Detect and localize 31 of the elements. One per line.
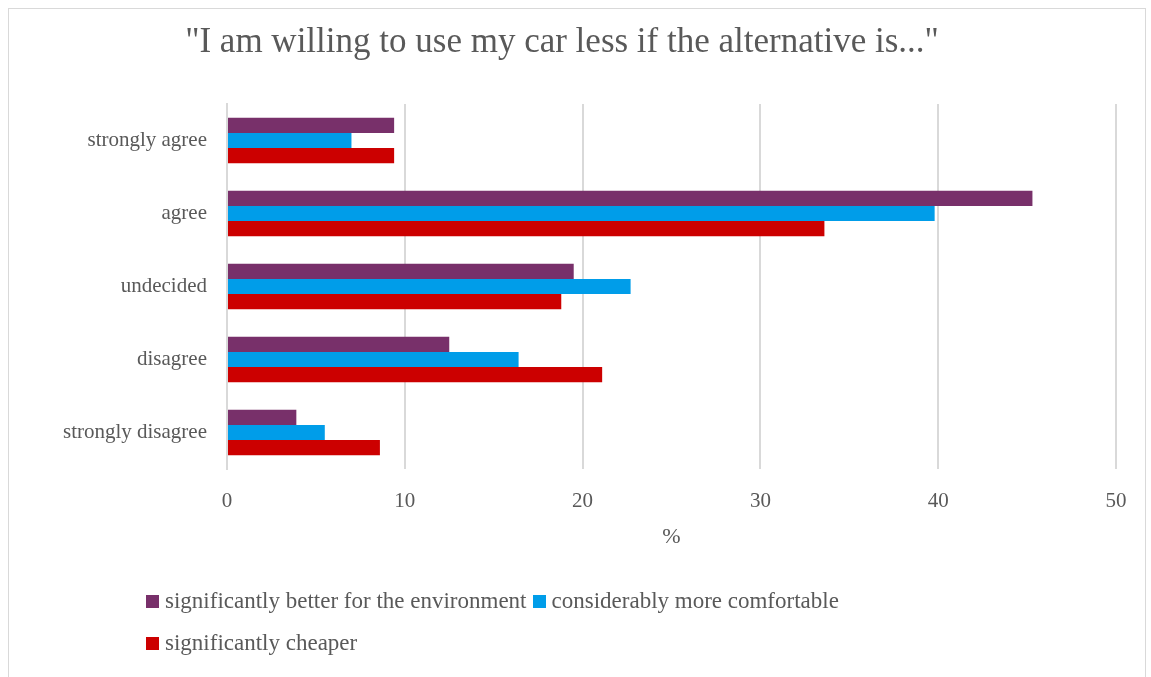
y-tick-label: agree [161, 200, 207, 225]
bar [228, 336, 450, 352]
bar [228, 424, 325, 441]
bar [228, 190, 1033, 206]
x-tick-label: 20 [572, 488, 594, 513]
bar [228, 221, 825, 237]
x-tick-label: 30 [749, 488, 771, 513]
bar [228, 148, 395, 164]
bar [228, 440, 380, 456]
x-tick-label: 50 [1105, 488, 1127, 513]
legend-label: significantly better for the environment [165, 587, 527, 615]
x-tick-label: 10 [394, 488, 416, 513]
bar [228, 351, 519, 368]
bar [228, 132, 352, 149]
y-tick-label: strongly disagree [62, 419, 207, 444]
y-tick-label: disagree [137, 346, 207, 371]
bar [228, 278, 631, 295]
x-tick-label: 40 [927, 488, 949, 513]
bar [228, 409, 297, 425]
bar [228, 117, 395, 133]
chart-title: "I am willing to use my car less if the alternative is..." [185, 21, 939, 61]
legend-label: significantly cheaper [165, 629, 358, 657]
x-tick-label: 0 [221, 488, 233, 513]
y-tick-label: strongly agree [87, 127, 207, 152]
bar [228, 205, 935, 222]
bar [228, 294, 562, 310]
y-tick-label: undecided [120, 273, 208, 298]
bar [228, 263, 574, 279]
bar [228, 367, 603, 383]
legend-label: considerably more comfortable [551, 587, 839, 615]
x-axis-title: % [662, 522, 681, 548]
